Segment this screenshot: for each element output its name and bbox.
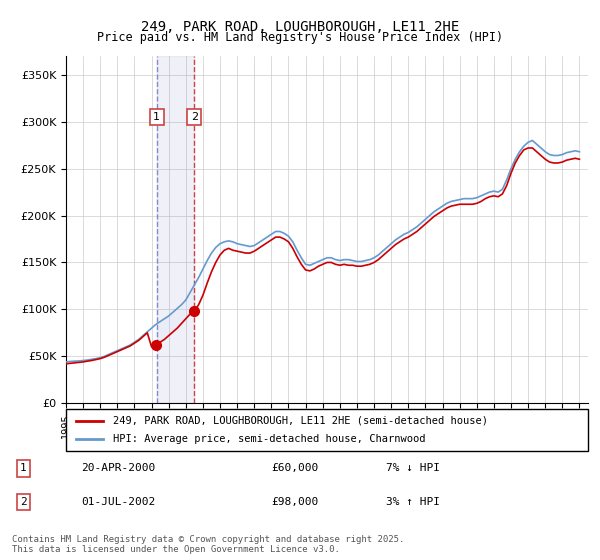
Text: 249, PARK ROAD, LOUGHBOROUGH, LE11 2HE: 249, PARK ROAD, LOUGHBOROUGH, LE11 2HE: [141, 20, 459, 34]
Text: 3% ↑ HPI: 3% ↑ HPI: [386, 497, 440, 507]
Text: HPI: Average price, semi-detached house, Charnwood: HPI: Average price, semi-detached house,…: [113, 434, 425, 444]
Text: £98,000: £98,000: [271, 497, 319, 507]
Text: 1: 1: [153, 112, 160, 122]
Text: 249, PARK ROAD, LOUGHBOROUGH, LE11 2HE (semi-detached house): 249, PARK ROAD, LOUGHBOROUGH, LE11 2HE (…: [113, 416, 488, 426]
Text: 2: 2: [20, 497, 27, 507]
Text: 01-JUL-2002: 01-JUL-2002: [81, 497, 155, 507]
Bar: [157, 56, 194, 403]
Text: 20-APR-2000: 20-APR-2000: [81, 463, 155, 473]
Text: 2: 2: [191, 112, 198, 122]
Text: £60,000: £60,000: [271, 463, 319, 473]
FancyBboxPatch shape: [66, 409, 588, 451]
Text: 7% ↓ HPI: 7% ↓ HPI: [386, 463, 440, 473]
Text: Contains HM Land Registry data © Crown copyright and database right 2025.
This d: Contains HM Land Registry data © Crown c…: [12, 535, 404, 554]
Text: Price paid vs. HM Land Registry's House Price Index (HPI): Price paid vs. HM Land Registry's House …: [97, 31, 503, 44]
Text: 1: 1: [20, 463, 27, 473]
